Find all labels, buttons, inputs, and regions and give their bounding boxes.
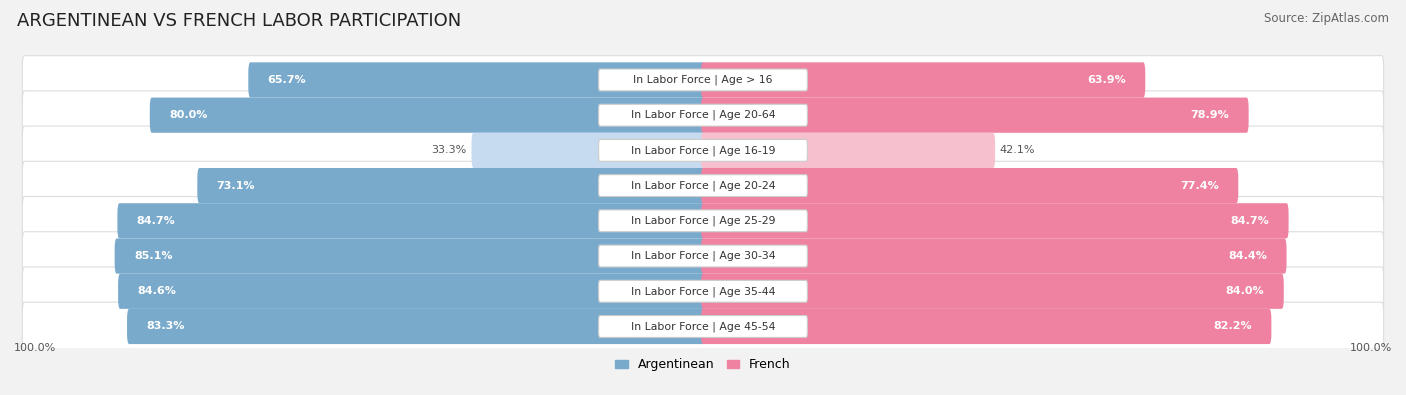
Text: 84.4%: 84.4% [1229, 251, 1267, 261]
Bar [411, 214, 703, 228]
Bar [451, 179, 703, 193]
FancyBboxPatch shape [599, 104, 807, 126]
FancyBboxPatch shape [599, 280, 807, 302]
FancyBboxPatch shape [22, 161, 1384, 210]
Text: 63.9%: 63.9% [1087, 75, 1126, 85]
FancyBboxPatch shape [22, 267, 1384, 316]
FancyBboxPatch shape [249, 62, 704, 98]
Bar [411, 249, 703, 263]
FancyBboxPatch shape [599, 139, 807, 161]
Text: In Labor Force | Age 20-24: In Labor Force | Age 20-24 [631, 181, 775, 191]
Legend: Argentinean, French: Argentinean, French [610, 354, 796, 376]
FancyBboxPatch shape [22, 56, 1384, 104]
Text: 100.0%: 100.0% [1350, 343, 1392, 353]
Bar [416, 320, 703, 333]
Text: In Labor Force | Age 20-64: In Labor Force | Age 20-64 [631, 110, 775, 120]
FancyBboxPatch shape [702, 62, 1146, 98]
FancyBboxPatch shape [599, 245, 807, 267]
FancyBboxPatch shape [22, 302, 1384, 351]
FancyBboxPatch shape [471, 133, 704, 168]
FancyBboxPatch shape [599, 175, 807, 197]
Text: In Labor Force | Age 45-54: In Labor Force | Age 45-54 [631, 321, 775, 332]
Text: 77.4%: 77.4% [1180, 181, 1219, 191]
FancyBboxPatch shape [22, 126, 1384, 175]
FancyBboxPatch shape [702, 203, 1289, 239]
Text: 33.3%: 33.3% [432, 145, 467, 155]
FancyBboxPatch shape [702, 274, 1284, 309]
FancyBboxPatch shape [115, 239, 704, 274]
FancyBboxPatch shape [150, 98, 704, 133]
Text: In Labor Force | Age 35-44: In Labor Force | Age 35-44 [631, 286, 775, 297]
Text: ARGENTINEAN VS FRENCH LABOR PARTICIPATION: ARGENTINEAN VS FRENCH LABOR PARTICIPATIO… [17, 12, 461, 30]
Bar [703, 284, 993, 298]
FancyBboxPatch shape [22, 232, 1384, 280]
FancyBboxPatch shape [599, 316, 807, 337]
FancyBboxPatch shape [118, 274, 704, 309]
Text: 78.9%: 78.9% [1191, 110, 1229, 120]
Text: 73.1%: 73.1% [217, 181, 254, 191]
FancyBboxPatch shape [22, 91, 1384, 139]
Bar [703, 249, 994, 263]
FancyBboxPatch shape [702, 98, 1249, 133]
Bar [703, 108, 974, 122]
Text: In Labor Force | Age > 16: In Labor Force | Age > 16 [633, 75, 773, 85]
Text: 82.2%: 82.2% [1213, 322, 1253, 331]
Bar [412, 284, 703, 298]
Text: 100.0%: 100.0% [14, 343, 56, 353]
FancyBboxPatch shape [22, 197, 1384, 245]
FancyBboxPatch shape [197, 168, 704, 203]
Bar [477, 73, 703, 87]
Text: In Labor Force | Age 30-34: In Labor Force | Age 30-34 [631, 251, 775, 261]
Text: 84.0%: 84.0% [1226, 286, 1264, 296]
FancyBboxPatch shape [702, 239, 1286, 274]
Bar [703, 179, 970, 193]
FancyBboxPatch shape [127, 309, 704, 344]
Text: In Labor Force | Age 16-19: In Labor Force | Age 16-19 [631, 145, 775, 156]
Text: 83.3%: 83.3% [146, 322, 184, 331]
Text: 65.7%: 65.7% [267, 75, 307, 85]
Bar [703, 214, 995, 228]
Text: 84.6%: 84.6% [138, 286, 176, 296]
FancyBboxPatch shape [118, 203, 704, 239]
Bar [703, 320, 986, 333]
Text: 85.1%: 85.1% [134, 251, 173, 261]
FancyBboxPatch shape [702, 133, 995, 168]
Text: 42.1%: 42.1% [1000, 145, 1035, 155]
Bar [427, 108, 703, 122]
Text: 84.7%: 84.7% [1230, 216, 1270, 226]
FancyBboxPatch shape [702, 309, 1271, 344]
FancyBboxPatch shape [702, 168, 1239, 203]
Text: In Labor Force | Age 25-29: In Labor Force | Age 25-29 [631, 216, 775, 226]
Text: Source: ZipAtlas.com: Source: ZipAtlas.com [1264, 12, 1389, 25]
FancyBboxPatch shape [599, 69, 807, 91]
Bar [588, 143, 703, 158]
FancyBboxPatch shape [599, 210, 807, 232]
Bar [703, 143, 848, 158]
Text: 84.7%: 84.7% [136, 216, 176, 226]
Text: 80.0%: 80.0% [169, 110, 208, 120]
Bar [703, 73, 924, 87]
